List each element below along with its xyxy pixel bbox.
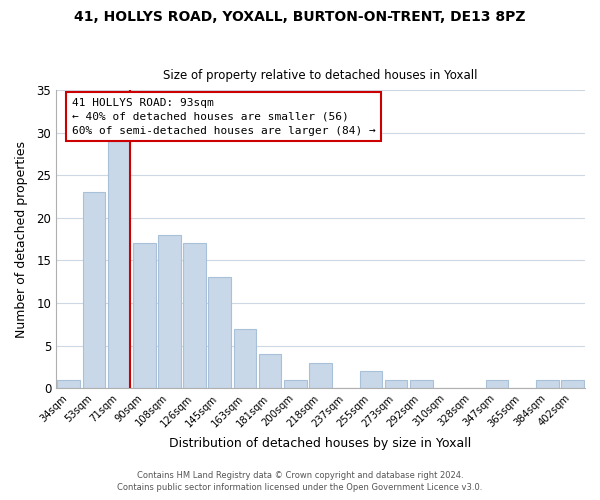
Bar xyxy=(158,235,181,388)
Bar xyxy=(309,362,332,388)
Bar xyxy=(259,354,281,388)
Bar xyxy=(536,380,559,388)
Text: 41, HOLLYS ROAD, YOXALL, BURTON-ON-TRENT, DE13 8PZ: 41, HOLLYS ROAD, YOXALL, BURTON-ON-TRENT… xyxy=(74,10,526,24)
Bar xyxy=(359,371,382,388)
Bar xyxy=(83,192,105,388)
Bar xyxy=(133,244,155,388)
Text: Contains HM Land Registry data © Crown copyright and database right 2024.
Contai: Contains HM Land Registry data © Crown c… xyxy=(118,471,482,492)
Bar xyxy=(183,244,206,388)
Bar xyxy=(485,380,508,388)
Bar xyxy=(561,380,584,388)
Y-axis label: Number of detached properties: Number of detached properties xyxy=(15,140,28,338)
Bar xyxy=(58,380,80,388)
Bar xyxy=(385,380,407,388)
X-axis label: Distribution of detached houses by size in Yoxall: Distribution of detached houses by size … xyxy=(169,437,472,450)
Bar xyxy=(233,328,256,388)
Bar xyxy=(284,380,307,388)
Bar xyxy=(108,141,130,388)
Title: Size of property relative to detached houses in Yoxall: Size of property relative to detached ho… xyxy=(163,69,478,82)
Bar xyxy=(208,278,231,388)
Text: 41 HOLLYS ROAD: 93sqm
← 40% of detached houses are smaller (56)
60% of semi-deta: 41 HOLLYS ROAD: 93sqm ← 40% of detached … xyxy=(72,98,376,136)
Bar xyxy=(410,380,433,388)
